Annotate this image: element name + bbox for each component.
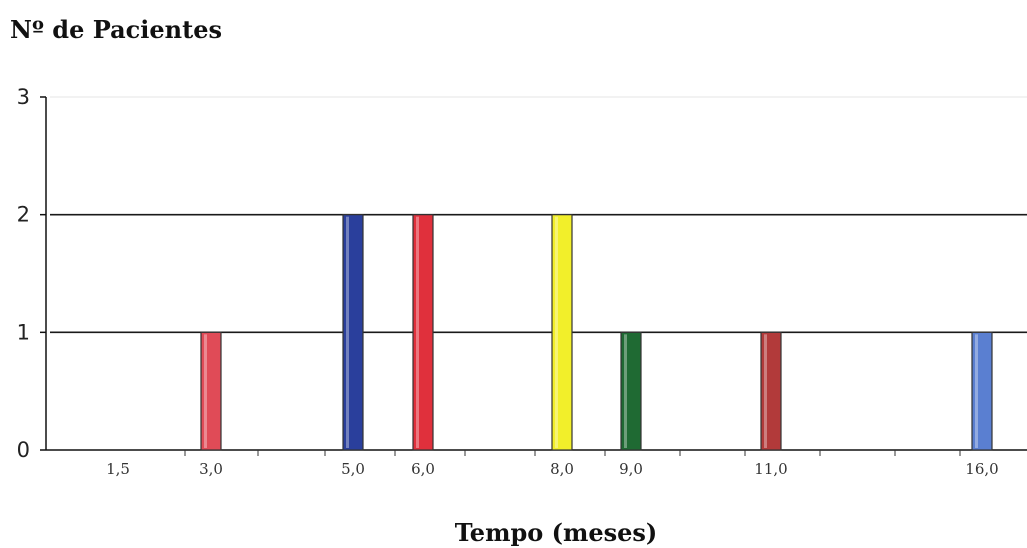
x-tick-label: 6,0	[411, 460, 435, 478]
y-tick-label: 0	[17, 438, 30, 462]
y-axis-title: Nº de Pacientes	[10, 15, 222, 44]
tick-labels: 0 1 2 3 1,5 3,0 5,0 6,0 8,0 9,0 11,0 16,0	[17, 85, 999, 478]
x-tick-label: 11,0	[754, 460, 787, 478]
bar-highlight	[975, 334, 978, 448]
bar-3,0	[200, 331, 222, 451]
y-tick-label: 2	[17, 203, 30, 227]
bar-highlight	[624, 334, 627, 448]
x-tick-label: 8,0	[550, 460, 574, 478]
x-tick-label: 3,0	[199, 460, 223, 478]
axes	[40, 96, 1027, 456]
bar-16,0	[971, 331, 993, 451]
x-tick-label: 5,0	[341, 460, 365, 478]
bar-6,0	[412, 214, 434, 451]
bar-highlight	[416, 216, 419, 448]
bar-9,0	[620, 331, 642, 451]
bar-highlight	[346, 216, 349, 448]
y-tick-label: 3	[17, 85, 30, 109]
bar-highlight	[764, 334, 767, 448]
bar-5,0	[342, 214, 364, 451]
bar-8,0	[551, 214, 573, 451]
bar-highlight	[555, 216, 558, 448]
x-axis-title: Tempo (meses)	[455, 518, 658, 547]
y-tick-label: 1	[17, 320, 30, 344]
bar-highlight	[204, 334, 207, 448]
x-tick-label: 9,0	[619, 460, 643, 478]
bar-11,0	[760, 331, 782, 451]
gridlines	[50, 96, 1027, 334]
x-tick-label: 1,5	[106, 460, 130, 478]
bars	[200, 214, 993, 451]
x-tick-label: 16,0	[965, 460, 998, 478]
